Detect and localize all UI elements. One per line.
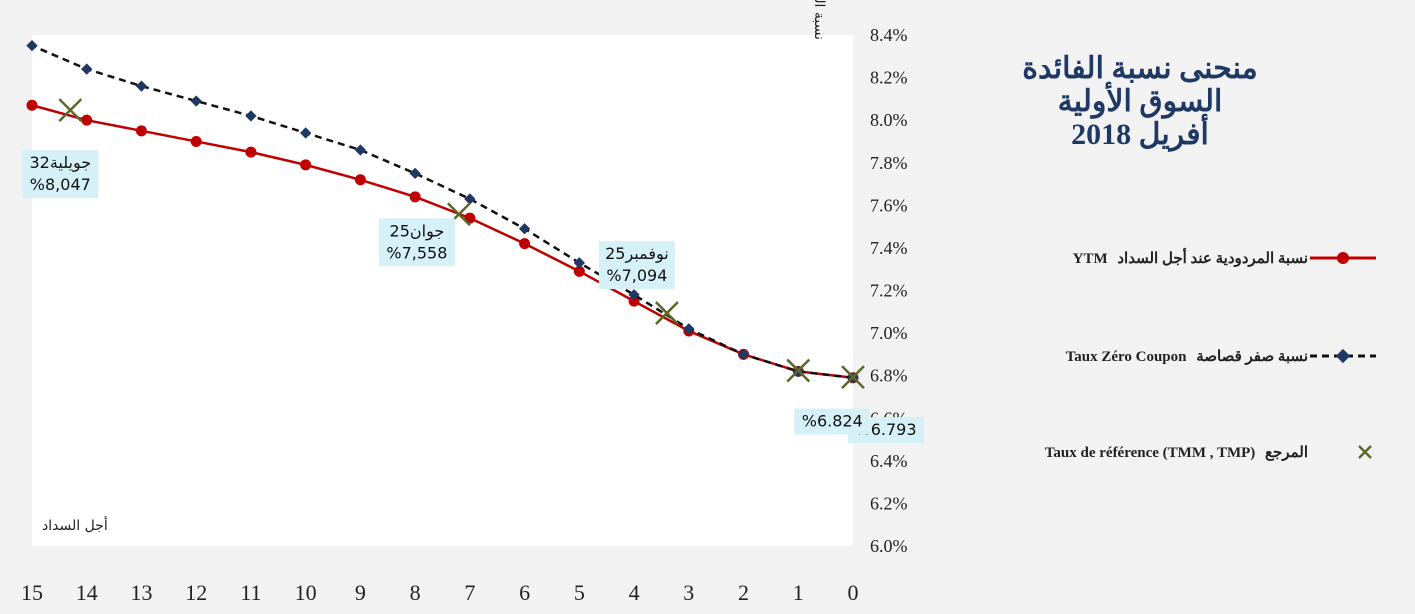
data-point-zero-coupon <box>518 223 531 235</box>
y-tick-label: 7.4% <box>870 238 908 258</box>
data-point-ytm <box>354 174 366 186</box>
x-tick-label: 12 <box>185 580 207 605</box>
y-tick-label: 7.2% <box>870 281 908 301</box>
data-point-zero-coupon <box>409 167 421 180</box>
data-point-ytm <box>81 114 93 126</box>
data-point-ytm <box>519 238 531 250</box>
x-tick-label: 7 <box>464 580 475 605</box>
data-point-ytm <box>573 265 585 277</box>
legend-key-reference-icon <box>1358 445 1372 459</box>
data-point-ytm <box>628 295 640 307</box>
x-tick-label: 11 <box>240 580 261 605</box>
y-tick-label: 7.0% <box>870 323 908 343</box>
x-tick-label: 15 <box>21 580 43 605</box>
x-tick-label: 10 <box>295 580 317 605</box>
data-point-zero-coupon <box>464 193 476 205</box>
data-label-box <box>378 218 455 267</box>
y-axis-label: نسبة المردودية <box>811 0 827 40</box>
data-point-zero-coupon <box>26 39 38 52</box>
legend-item-ytm: نسبة المردودية عند أجل السداد YTM <box>900 248 1390 268</box>
data-point-reference <box>58 98 83 123</box>
legend-key-ytm-icon <box>1310 252 1376 264</box>
data-point-zero-coupon <box>354 144 367 156</box>
x-tick-label: 4 <box>629 580 640 605</box>
y-tick-label: 6.0% <box>870 536 908 556</box>
data-point-zero-coupon <box>737 348 750 361</box>
data-label-box <box>22 150 99 199</box>
series-line-zero-coupon <box>31 44 854 380</box>
y-tick-label: 6.4% <box>870 451 908 471</box>
x-tick-label: 5 <box>574 580 585 605</box>
legend-item-zero-coupon: نسبة صفر قصاصة Taux Zéro Coupon <box>900 346 1390 366</box>
legend-label-zero-coupon-latin: Taux Zéro Coupon <box>1065 348 1187 365</box>
legend-label-reference-latin: Taux de référence (TMM , TMP) <box>1044 444 1256 461</box>
x-tick-label: 13 <box>130 580 152 605</box>
legend-label-ytm-latin: YTM <box>1072 250 1108 267</box>
data-point-zero-coupon <box>628 289 640 301</box>
data-point-zero-coupon <box>300 127 312 139</box>
data-point-ytm <box>409 191 421 203</box>
data-point-ytm <box>26 99 38 111</box>
y-tick-label: 8.4% <box>870 25 908 45</box>
y-tick-label: 7.8% <box>870 153 908 173</box>
y-tick-label: 6.2% <box>870 493 908 513</box>
title-line-1: منحنى نسبة الفائدة <box>1022 52 1258 85</box>
data-label-text: نوفمبر25 <box>605 244 669 264</box>
data-point-zero-coupon <box>573 257 585 269</box>
x-tick-label: 6 <box>519 580 530 605</box>
data-label-text: %6.793 <box>855 420 916 439</box>
title-line-2: السوق الأولية <box>1057 85 1223 118</box>
y-tick-label: 8.0% <box>870 110 908 130</box>
title-line-3: أفريل 2018 <box>1071 118 1209 151</box>
data-point-ytm <box>190 135 202 147</box>
data-label-text: %6.824 <box>802 412 863 431</box>
y-tick-label: 7.6% <box>870 195 908 215</box>
data-point-ytm <box>245 146 257 158</box>
data-point-zero-coupon <box>683 323 695 335</box>
x-axis-label: أجل السداد <box>42 516 108 534</box>
data-label-text: %8,047 <box>30 175 91 194</box>
y-tick-label: 8.2% <box>870 68 908 88</box>
data-label-text: جويلية32 <box>29 153 91 173</box>
x-tick-label: 0 <box>848 580 859 605</box>
data-label-text: جوان25 <box>390 221 445 241</box>
data-point-ytm <box>300 159 312 171</box>
x-tick-label: 14 <box>76 580 98 605</box>
data-point-ytm <box>135 125 147 137</box>
data-point-reference <box>655 301 679 325</box>
plot-area <box>32 35 853 546</box>
data-label-text: %7,558 <box>386 243 447 262</box>
x-tick-label: 9 <box>355 580 366 605</box>
x-tick-label: 1 <box>793 580 804 605</box>
data-label-text: %7,094 <box>606 266 667 285</box>
x-tick-label: 3 <box>683 580 694 605</box>
legend-label-ytm-arabic: نسبة المردودية عند أجل السداد <box>1117 250 1308 267</box>
series-line-ytm <box>31 104 854 380</box>
x-tick-label: 8 <box>410 580 421 605</box>
legend-label-reference-arabic: المرجع <box>1265 444 1308 461</box>
y-tick-label: 6.8% <box>870 366 908 386</box>
legend-label-zero-coupon-arabic: نسبة صفر قصاصة <box>1196 348 1308 365</box>
data-label-box <box>794 408 871 435</box>
legend-item-reference: المرجع Taux de référence (TMM , TMP) <box>900 442 1390 462</box>
data-point-reference <box>786 358 811 383</box>
data-label-box <box>598 241 675 290</box>
data-point-reference <box>841 365 865 390</box>
legend-key-zero-coupon-icon <box>1310 348 1376 364</box>
chart-title: منحنى نسبة الفائدة السوق الأولية أفريل 2… <box>950 52 1330 151</box>
x-tick-label: 2 <box>738 580 749 605</box>
